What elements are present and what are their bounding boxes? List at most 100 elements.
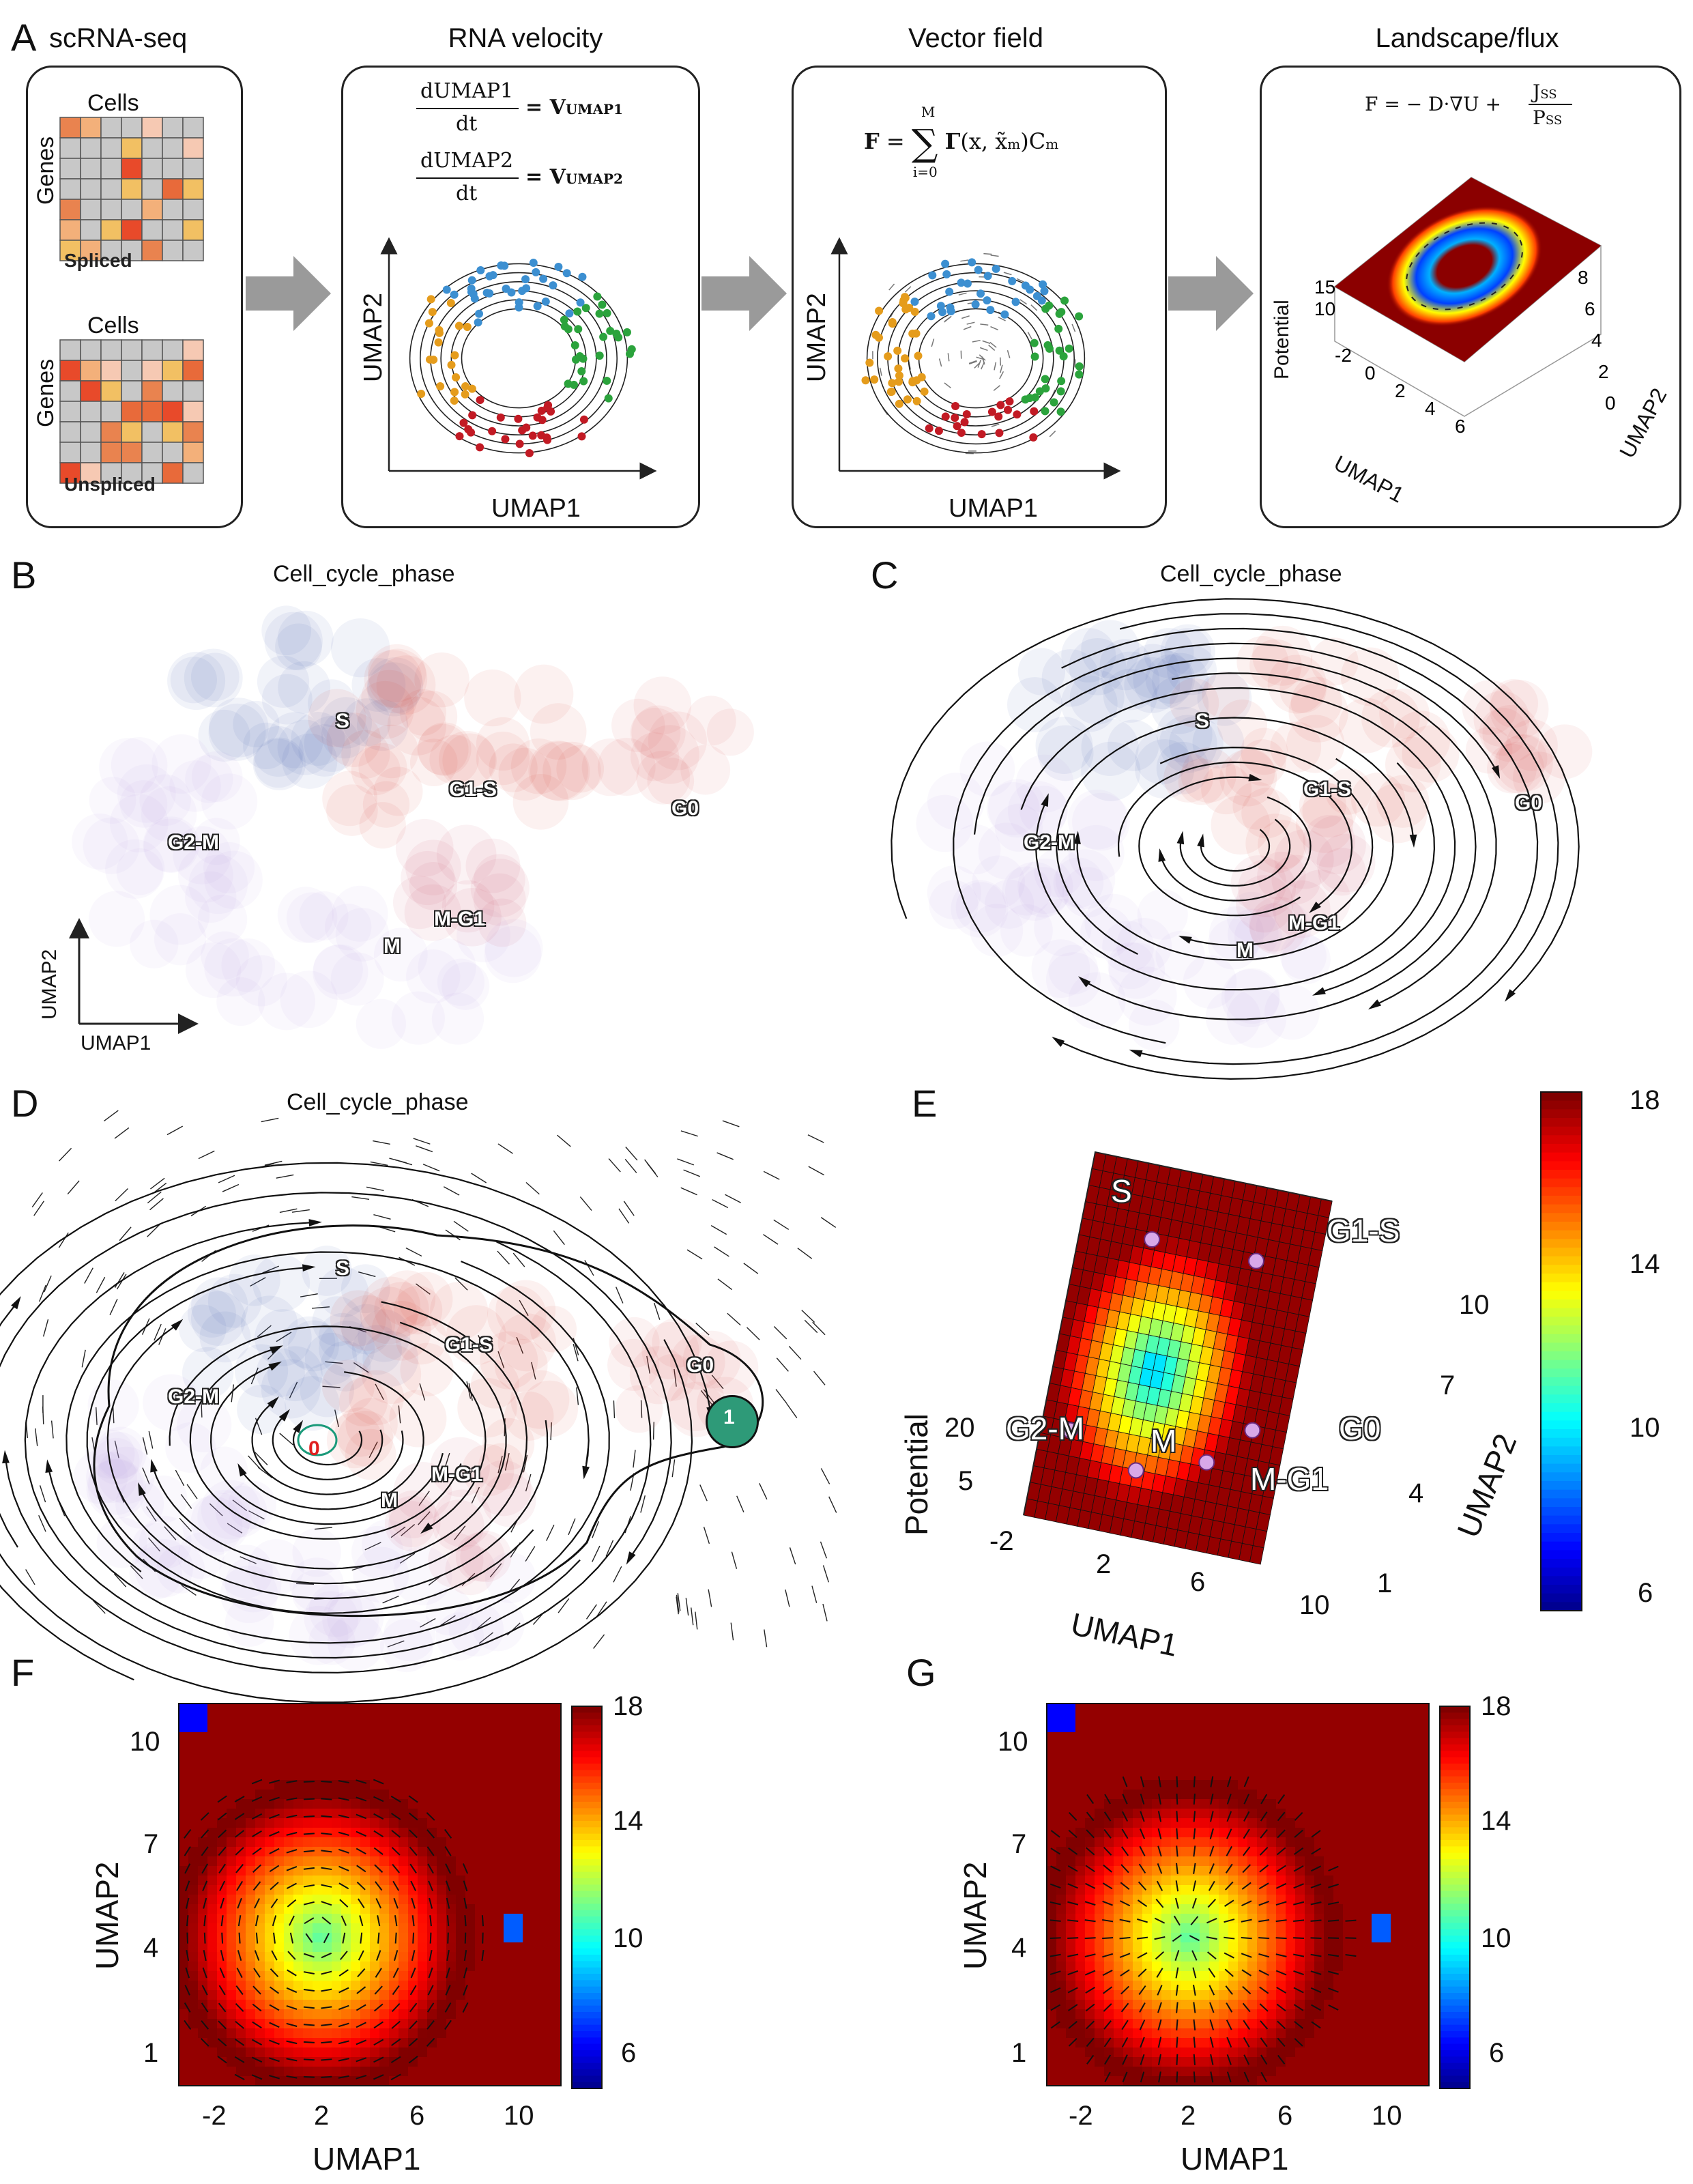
heat-cell	[255, 1885, 265, 1895]
heat-cell	[198, 1837, 208, 1848]
heat-cell	[351, 1828, 361, 1838]
flux-arrow	[286, 1797, 298, 1801]
heat-cell	[437, 1895, 447, 1905]
panel-f-ytick-4: 4	[143, 1933, 159, 1963]
cell-blob	[1391, 710, 1451, 769]
heat-cell	[217, 1799, 227, 1809]
cell-blob	[1068, 972, 1126, 1030]
heat-cell	[1171, 1770, 1181, 1781]
heat-cell	[293, 1818, 304, 1828]
panel-e-ztick-20: 20	[944, 1413, 975, 1443]
stream-line	[918, 308, 1034, 409]
flux-arrow	[394, 1915, 398, 1927]
heat-cell	[542, 1732, 552, 1742]
heat-cell	[1219, 1713, 1229, 1723]
cell-blob	[143, 816, 200, 873]
stream-line	[1160, 796, 1312, 902]
flow-arrow	[525, 1474, 532, 1492]
matrix-cell	[121, 360, 143, 382]
heat-cell	[284, 1942, 294, 1953]
heat-cell	[465, 1723, 476, 1733]
flow-arrow	[419, 1383, 426, 1401]
heat-cell	[1171, 2019, 1181, 2029]
heat-cell	[246, 1866, 256, 1876]
cell-blob	[1495, 734, 1553, 792]
heat-cell	[494, 1971, 504, 1981]
heat-cell	[1171, 1713, 1181, 1723]
heat-cell	[484, 1971, 495, 1981]
cell-blob	[235, 955, 287, 1007]
heat-cell	[1324, 1742, 1334, 1752]
heat-cell	[427, 1790, 437, 1800]
heat-cell	[1286, 1723, 1296, 1733]
heat-cell	[179, 1952, 189, 1962]
flow-arrow	[813, 1370, 826, 1385]
panel-c-label-mg1: M-G1	[1288, 912, 1340, 934]
cell-blob	[1035, 717, 1093, 774]
heat-cell	[207, 1780, 218, 1790]
cell-blob	[353, 1547, 409, 1603]
heat-cell	[246, 1923, 256, 1934]
heat-cell	[370, 2009, 380, 2020]
heat-cell	[1056, 1856, 1067, 1867]
heat-cell	[1133, 1799, 1143, 1809]
heat-cell	[198, 1933, 208, 1943]
heat-cell	[255, 1876, 265, 1886]
cell-blob	[359, 802, 406, 849]
heat-cell	[437, 2057, 447, 2067]
heat-cell	[456, 1818, 466, 1828]
colorbar-band	[572, 1802, 602, 1809]
heat-cell	[274, 1704, 285, 1714]
heat-cell	[427, 1952, 437, 1962]
colorbar-band	[1541, 1161, 1582, 1170]
flux-arrow	[184, 1828, 192, 1839]
heat-cell	[1085, 1942, 1095, 1953]
heat-cell	[188, 2048, 199, 2058]
heat-cell	[370, 1962, 380, 1972]
heat-cell	[1142, 2019, 1153, 2029]
cell-blob	[1202, 671, 1250, 719]
heat-cell	[217, 1704, 227, 1714]
heat-cell	[1152, 1818, 1162, 1828]
heat-cell	[494, 1923, 504, 1934]
heat-cell	[303, 1914, 313, 1924]
heat-cell	[1257, 2067, 1267, 2077]
cell-blob	[86, 1452, 137, 1504]
heat-cell	[1152, 1933, 1162, 1943]
heat-cell	[1295, 2057, 1305, 2067]
heat-cell	[1305, 1770, 1315, 1781]
cell-blob	[686, 695, 736, 746]
heat-cell	[1200, 1866, 1210, 1876]
heat-cell	[1075, 1933, 1086, 1943]
heat-cell	[551, 2019, 562, 2029]
cell-blob	[73, 1450, 128, 1504]
cell-blob	[1108, 719, 1159, 771]
heat-cell	[494, 1809, 504, 1819]
matrix-cell	[182, 401, 204, 422]
cell-blob	[326, 784, 378, 836]
heat-cell	[351, 1723, 361, 1733]
cell-dot	[971, 300, 980, 309]
heat-cell	[1066, 2076, 1076, 2086]
cell-blob	[409, 738, 458, 787]
heat-cell	[456, 1780, 466, 1790]
flux-arrow	[186, 1950, 190, 1962]
heat-cell	[293, 1837, 304, 1848]
heat-cell	[360, 2076, 371, 2086]
heat-cell	[484, 2019, 495, 2029]
heat-cell	[399, 2038, 409, 2048]
heat-cell	[1075, 1923, 1086, 1934]
cell-dot	[1059, 352, 1068, 361]
heat-cell	[332, 1732, 342, 1742]
heat-cell	[437, 1942, 447, 1953]
cell-blob	[987, 779, 1047, 838]
flux-arrow	[463, 1967, 468, 1979]
heat-cell	[1276, 2009, 1286, 2020]
matrix-cell	[162, 401, 184, 422]
field-arrow	[991, 423, 1000, 427]
matrix-cell	[80, 442, 102, 463]
heat-cell	[418, 1790, 428, 1800]
heat-cell	[475, 1761, 485, 1771]
heat-cell	[456, 1761, 466, 1771]
flux-arrow	[185, 1880, 190, 1892]
